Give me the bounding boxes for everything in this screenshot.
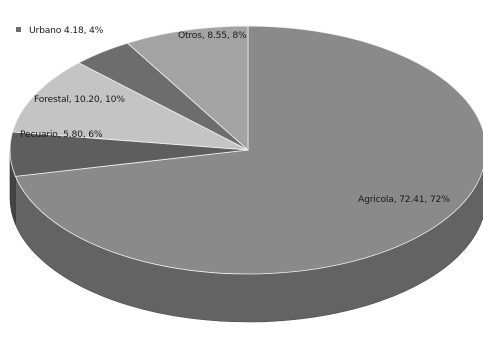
data-label-otros: Otros, 8.55, 8%	[178, 30, 247, 41]
slice-forestal	[12, 62, 249, 151]
slice-agricola	[14, 25, 483, 275]
data-label-forestal: Forestal, 10.20, 10%	[34, 94, 125, 105]
legend-entry-urbano: Urbano 4.18, 4%	[29, 25, 104, 36]
pie-label-layer: Agricola, 72.41, 72% Pecuario, 5.80, 6% Fo…	[20, 30, 450, 205]
slice-otros	[126, 25, 249, 151]
pie-top-layer	[9, 25, 483, 275]
data-label-pecuario: Pecuario, 5.80, 6%	[20, 129, 103, 140]
data-label-agricola: Agricola, 72.41, 72%	[358, 194, 450, 205]
legend: Urbano 4.18, 4%	[16, 25, 104, 36]
legend-marker-urbano	[16, 27, 21, 32]
